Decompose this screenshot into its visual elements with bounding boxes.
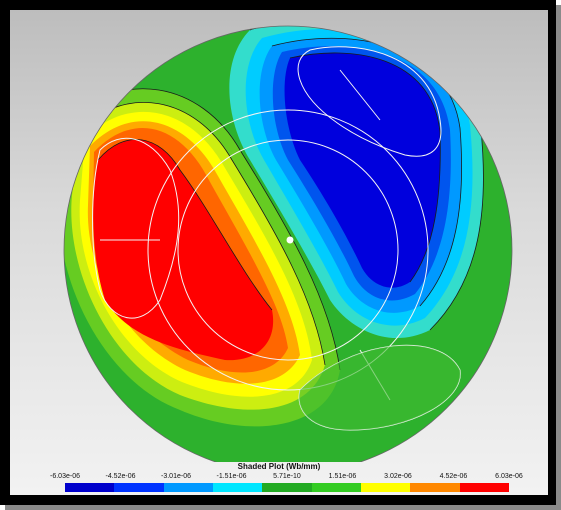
legend-tick-label: 1.51e-06 <box>328 473 357 480</box>
color-legend: Shaded Plot (Wb/mm) -6.03e-06 -4.52e-06 -3… <box>10 462 548 495</box>
legend-swatch <box>410 483 460 492</box>
legend-swatch <box>360 483 411 492</box>
pos-core <box>93 139 274 361</box>
center-marker <box>286 236 294 244</box>
legend-swatch <box>65 483 115 492</box>
legend-tick-label: 4.52e-06 <box>439 473 468 480</box>
disc-contours <box>64 26 512 462</box>
legend-color-bar <box>65 483 509 492</box>
legend-tick-label: -6.03e-06 <box>50 473 80 480</box>
plot-viewport[interactable]: Shaded Plot (Wb/mm) -6.03e-06 -4.52e-06 -3… <box>10 10 548 495</box>
legend-tick-label: -4.52e-06 <box>105 473 136 480</box>
legend-title: Shaded Plot (Wb/mm) <box>237 462 321 471</box>
legend-tick-label: -3.01e-06 <box>161 473 191 480</box>
legend-swatch <box>262 483 312 492</box>
disc-outline <box>63 25 513 462</box>
flux-shaded-plot[interactable] <box>10 10 548 462</box>
legend-tick-label: 3.02e-06 <box>384 473 412 480</box>
lower-lobe <box>299 345 461 430</box>
legend-swatch <box>311 483 361 492</box>
legend-swatch <box>212 483 263 492</box>
legend-ticks: -6.03e-06 -4.52e-06 -3.01e-06 -1.51e-06 5.71… <box>50 473 523 483</box>
legend-swatch <box>163 483 213 492</box>
legend-tick-label: 6.03e-06 <box>495 473 523 480</box>
legend-tick-label: 5.71e-10 <box>273 473 301 480</box>
legend-tick-label: -1.51e-06 <box>216 473 247 480</box>
legend-swatch <box>114 483 164 492</box>
legend-swatch <box>459 483 509 492</box>
